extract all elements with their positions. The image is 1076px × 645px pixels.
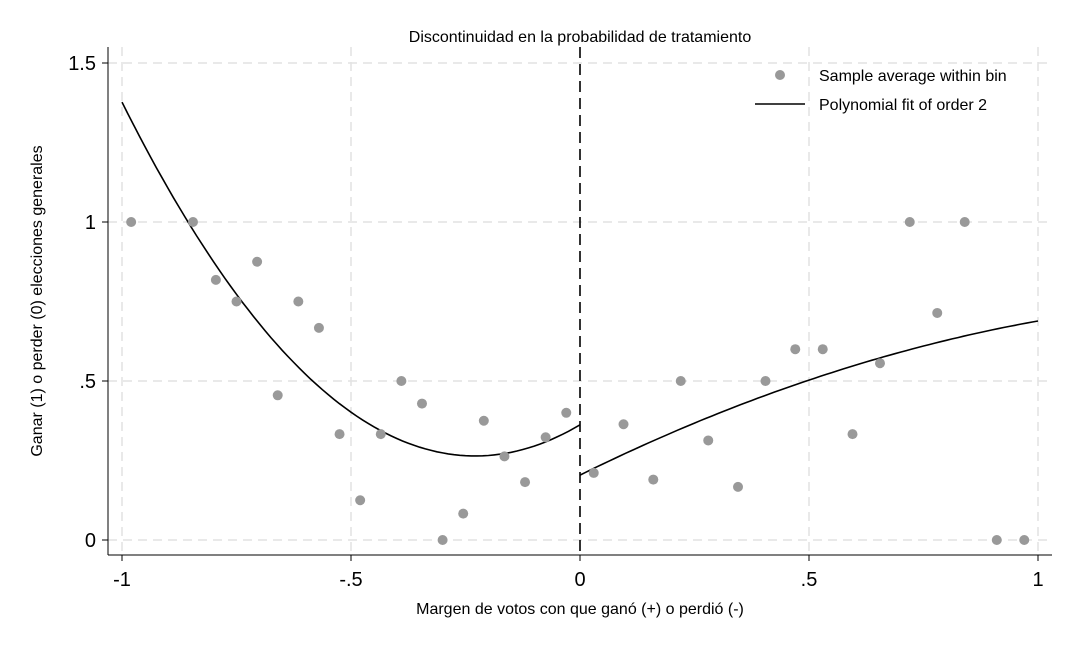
scatter-point: [210, 274, 221, 285]
scatter-point: [675, 376, 686, 386]
scatter-point: [126, 217, 137, 227]
y-axis-label: Ganar (1) o perder (0) elecciones genera…: [29, 145, 46, 456]
scatter-point: [478, 415, 489, 426]
scatter-points: [126, 217, 1030, 545]
scatter-point: [959, 217, 970, 227]
fit-line-segment: [579, 320, 1039, 476]
scatter-point: [437, 535, 448, 545]
y-tick-label: 0: [85, 530, 96, 552]
scatter-point: [355, 495, 366, 506]
scatter-point: [733, 481, 744, 492]
x-tick-label: 1: [1032, 569, 1043, 591]
scatter-point: [231, 296, 242, 307]
scatter-point: [991, 535, 1002, 545]
scatter-point: [588, 467, 599, 478]
chart-title: Discontinuidad en la probabilidad de tra…: [409, 29, 752, 46]
scatter-point: [648, 474, 659, 485]
y-tick-label: 1: [85, 212, 96, 234]
y-tick-label: .5: [79, 371, 96, 393]
scatter-point: [540, 432, 551, 443]
scatter-point: [520, 477, 531, 488]
scatter-point: [618, 419, 629, 430]
scatter-point: [416, 398, 427, 409]
scatter-point: [790, 344, 801, 355]
scatter-point: [1019, 535, 1030, 545]
legend-marker-dot: [775, 70, 785, 80]
axes: 0 .5 1 1.5 -1 -.5 0 .5 1: [68, 47, 1052, 591]
scatter-point: [703, 435, 714, 446]
scatter-point: [187, 217, 198, 227]
scatter-point: [313, 322, 324, 333]
scatter-point: [252, 256, 263, 267]
scatter-point: [561, 407, 572, 418]
legend-label-polynomial-fit: Polynomial fit of order 2: [819, 97, 987, 114]
x-tick-label: -1: [113, 569, 131, 591]
scatter-point: [847, 429, 858, 440]
x-axis-label: Margen de votos con que ganó (+) o perdi…: [416, 601, 744, 618]
legend: Sample average within bin Polynomial fit…: [755, 68, 1007, 114]
scatter-point: [904, 217, 915, 227]
scatter-point: [932, 307, 943, 318]
scatter-point: [874, 358, 885, 369]
scatter-point: [396, 376, 407, 386]
legend-label-sample-average: Sample average within bin: [819, 68, 1007, 85]
scatter-point: [375, 429, 386, 440]
scatter-point: [272, 390, 283, 401]
scatter-point: [817, 344, 828, 355]
scatter-point: [334, 429, 345, 440]
scatter-point: [458, 508, 469, 519]
x-tick-label: .5: [801, 569, 818, 591]
x-tick-label: 0: [574, 569, 585, 591]
scatter-point: [760, 376, 771, 386]
scatter-point: [499, 451, 510, 462]
x-tick-label: -.5: [339, 569, 362, 591]
y-tick-label: 1.5: [68, 53, 96, 75]
scatter-point: [293, 296, 304, 307]
